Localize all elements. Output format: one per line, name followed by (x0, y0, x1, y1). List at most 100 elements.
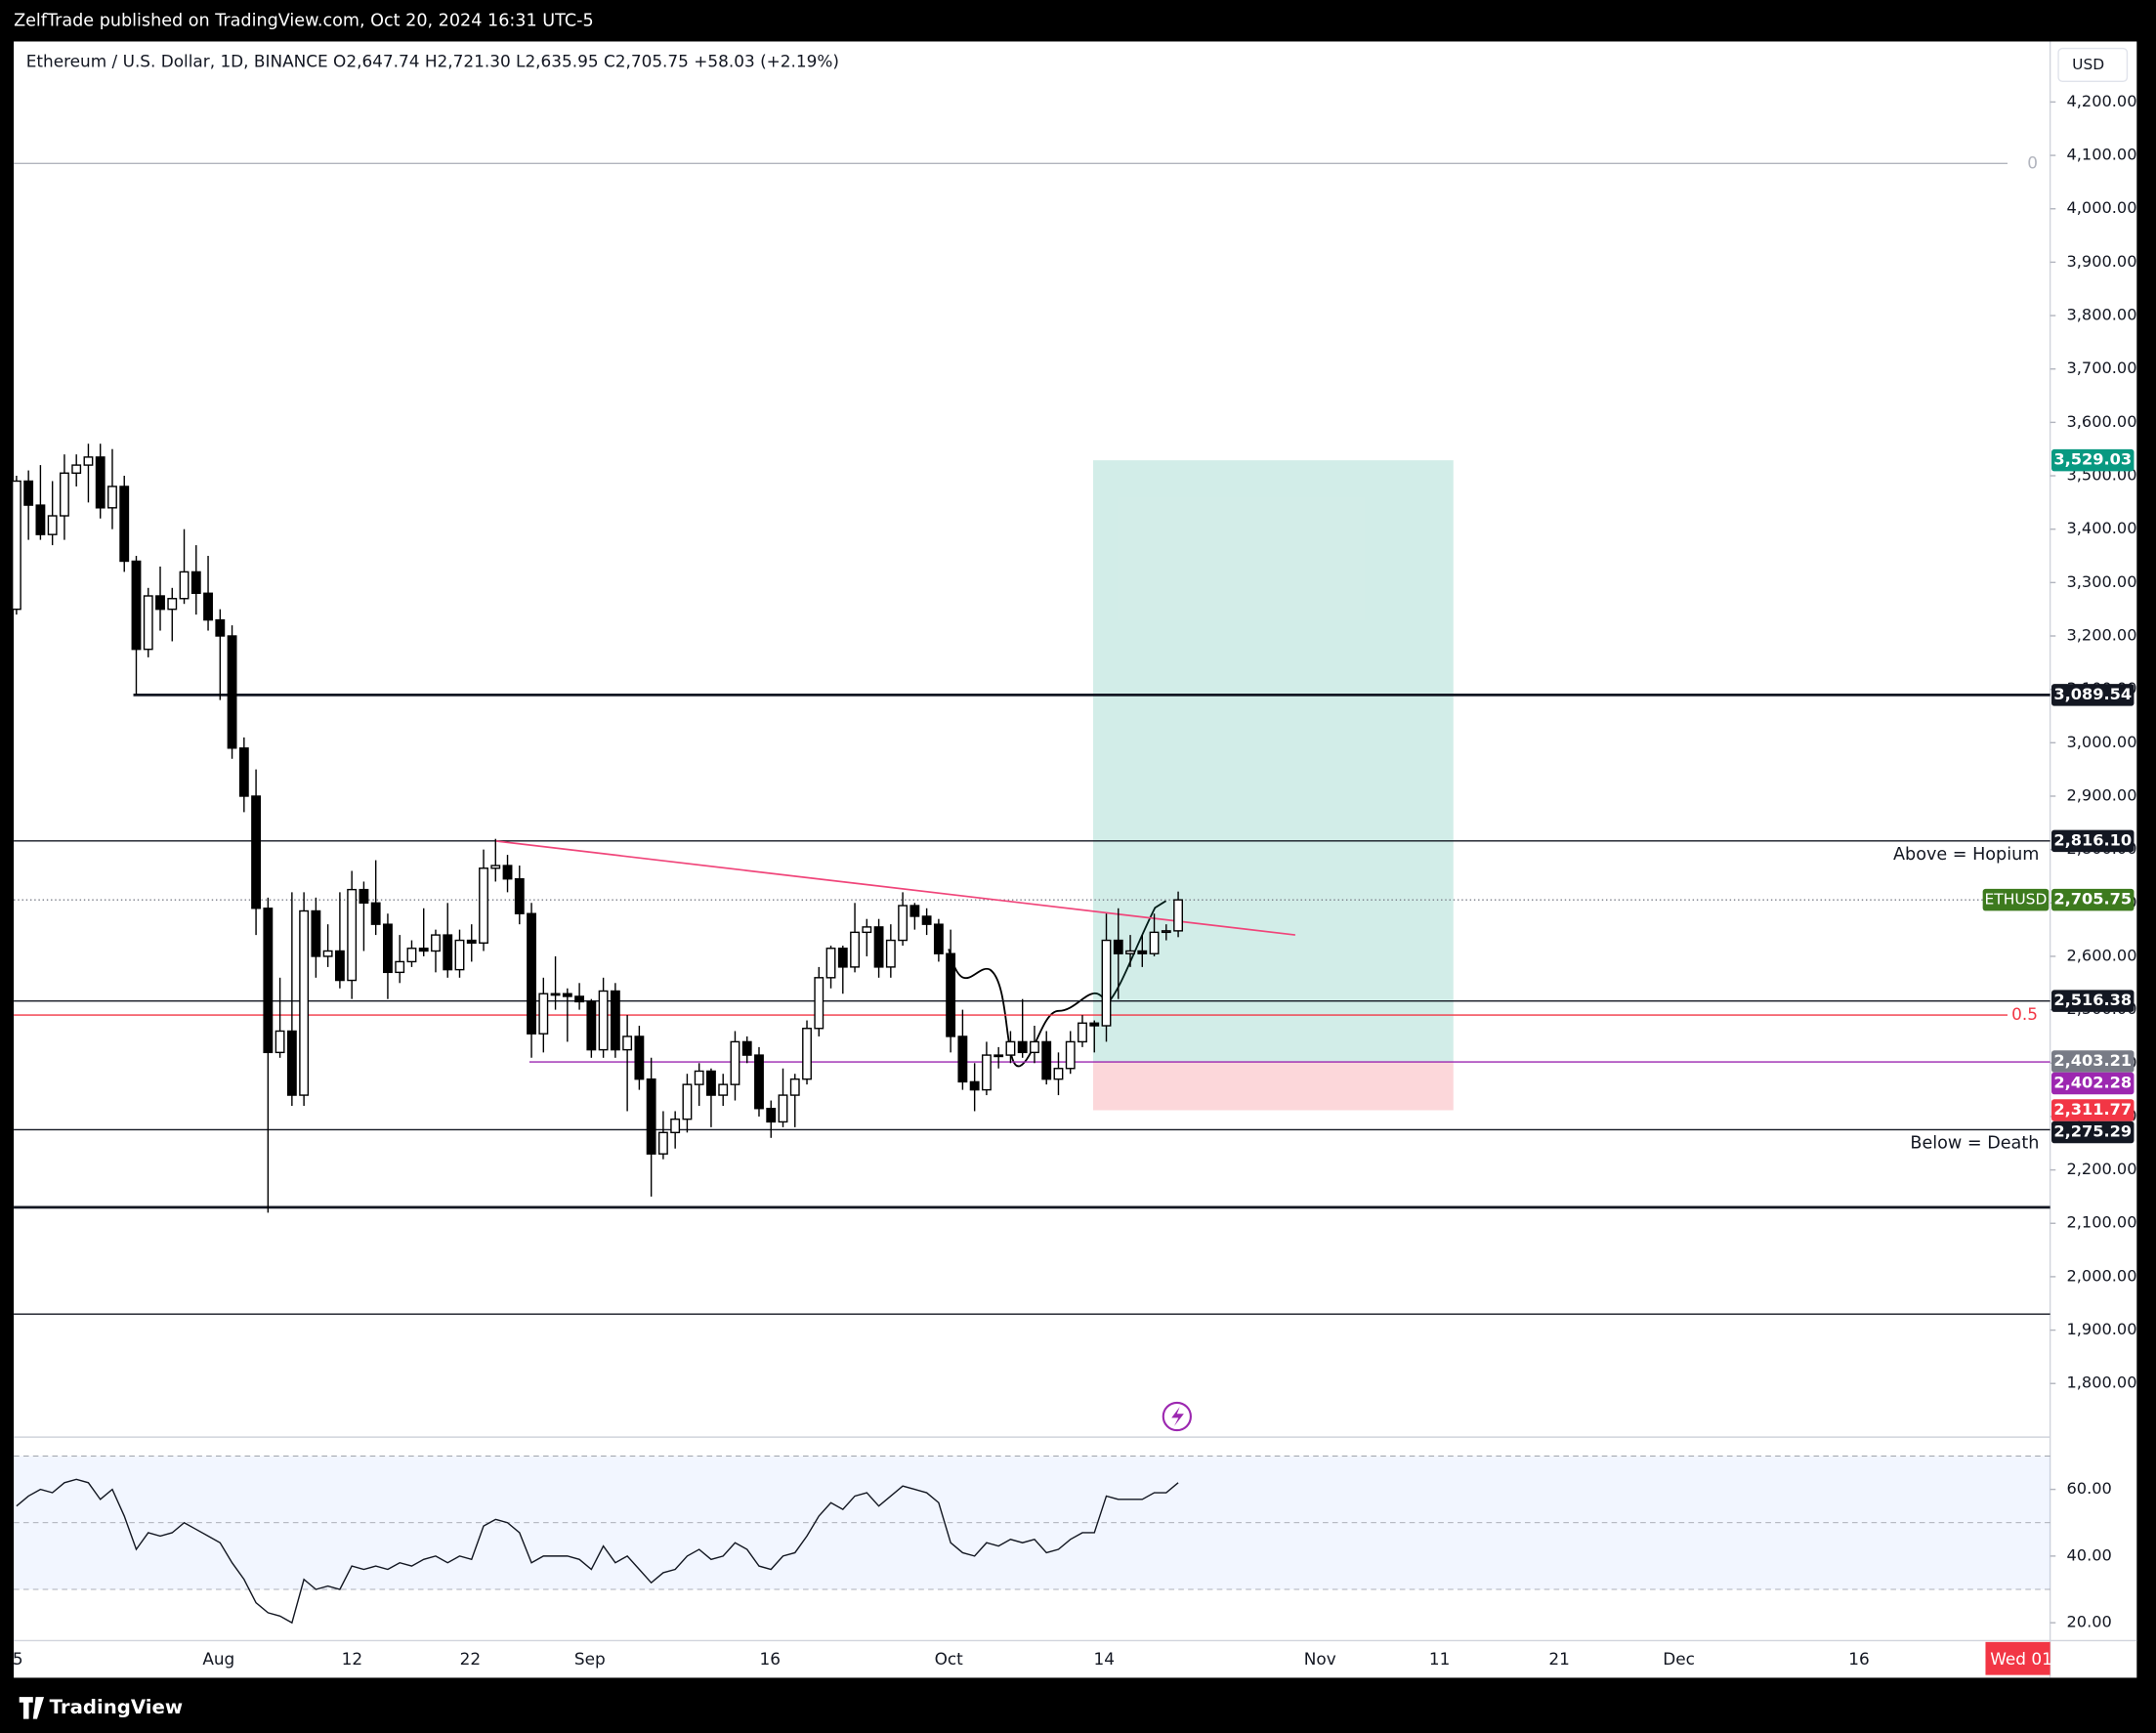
price-tag-label: 2,516.38 (2053, 991, 2132, 1009)
candle-body (825, 948, 836, 979)
candle-body (921, 915, 932, 925)
candle-body (514, 877, 525, 914)
candle-body (11, 480, 21, 611)
x-tick-label: 11 (1429, 1649, 1450, 1669)
y-tick-label: 3,700.00 (2067, 359, 2137, 377)
x-tick-label: 16 (1848, 1649, 1869, 1669)
price-tag-label: 2,402.28 (2053, 1074, 2132, 1092)
fib-label: 0 (2027, 152, 2038, 172)
candle-body (47, 515, 58, 535)
candle-body (418, 948, 429, 952)
price-tag (2051, 1072, 2135, 1095)
y-tick-label: 3,200.00 (2067, 626, 2137, 645)
candle-body (466, 939, 477, 944)
candle-body (322, 950, 333, 957)
candle-body (1041, 1040, 1052, 1080)
candle-body (766, 1108, 777, 1123)
currency-box[interactable] (2057, 47, 2129, 83)
candle-body (898, 905, 909, 942)
candle-body (682, 1083, 693, 1120)
price-tag-label: 2,403.21 (2053, 1051, 2132, 1070)
rsi-tick-label: 40.00 (2067, 1545, 2112, 1564)
y-tick-label: 3,300.00 (2067, 572, 2137, 591)
candle-body (981, 1054, 992, 1091)
price-tag-label: 3,089.54 (2053, 685, 2132, 703)
candle-body (1173, 899, 1183, 932)
x-tick-label: Wed 01 (1990, 1649, 2052, 1669)
candle-body (527, 912, 536, 1035)
y-tick-label: 2,600.00 (2067, 946, 2137, 964)
candle-body (574, 995, 585, 1003)
candle-body (873, 926, 884, 968)
symbol-tag-label: ETHUSD (1984, 891, 2047, 909)
x-tick-label: Sep (574, 1649, 606, 1669)
candle-body (1125, 950, 1135, 954)
candle-body (347, 888, 358, 982)
candle-body (957, 1036, 968, 1083)
y-tick-label: 2,200.00 (2067, 1160, 2137, 1178)
candle-body (946, 952, 956, 1037)
y-tick-label: 2,900.00 (2067, 785, 2137, 804)
price-tag-label: 2,816.10 (2053, 830, 2132, 849)
candle-body (131, 560, 142, 651)
y-tick-label: 4,200.00 (2067, 92, 2137, 110)
candle-body (479, 867, 488, 944)
annotation: Above = Hopium (1893, 845, 2039, 865)
candle-body (562, 993, 572, 997)
candle-body (837, 948, 848, 968)
y-tick-label: 3,800.00 (2067, 306, 2137, 324)
candle-body (610, 990, 620, 1051)
position-profit (1092, 460, 1454, 1062)
candle-body (778, 1094, 788, 1123)
x-label-highlight (1985, 1641, 2050, 1675)
logo (19, 1697, 45, 1719)
candle-body (1005, 1040, 1016, 1056)
candle-body (598, 990, 609, 1051)
price-tag (2051, 684, 2135, 706)
x-tick-label: 12 (342, 1649, 362, 1669)
position-loss (1092, 1061, 1454, 1111)
candle-body (789, 1078, 800, 1096)
candle-body (694, 1070, 704, 1085)
candle-body (730, 1040, 740, 1085)
candle-body (83, 456, 94, 466)
candle-body (634, 1036, 645, 1080)
event-bolt (1171, 1407, 1184, 1426)
candle-body (909, 905, 920, 917)
candle-body (203, 592, 213, 621)
candle-body (802, 1028, 812, 1080)
y-tick-label: 3,600.00 (2067, 412, 2137, 431)
candle-body (538, 993, 549, 1035)
candle-body (1113, 939, 1123, 954)
rsi-band (14, 1456, 2050, 1590)
candle-body (395, 960, 405, 974)
x-tick-label: Nov (1304, 1649, 1336, 1669)
y-tick-label: 3,400.00 (2067, 519, 2137, 537)
price-tag-label: 2,275.29 (2053, 1122, 2132, 1141)
candle-body (406, 948, 417, 963)
candle-body (490, 865, 501, 869)
candle-body (718, 1083, 729, 1096)
x-tick-label: 5 (13, 1649, 23, 1669)
candle-body (1017, 1040, 1028, 1054)
symbol-tag (1982, 888, 2050, 911)
y-tick-label: 3,900.00 (2067, 252, 2137, 271)
price-tag (2051, 448, 2135, 472)
candle-body (334, 950, 345, 982)
candle-body (251, 795, 262, 909)
candle-body (1089, 1022, 1100, 1027)
candle-body (741, 1040, 752, 1056)
candle-body (657, 1131, 668, 1155)
y-tick-label: 1,900.00 (2067, 1320, 2137, 1338)
candle-body (885, 939, 896, 968)
price-tag-label: 2,311.77 (2053, 1100, 2132, 1119)
candle-body (107, 486, 117, 509)
currency[interactable]: USD (2072, 56, 2104, 73)
candle-body (586, 1000, 597, 1051)
candle-body (1065, 1040, 1076, 1070)
candle-body (1149, 931, 1160, 954)
price-tag-label: 2,705.75 (2053, 890, 2132, 909)
y-tick-label: 4,100.00 (2067, 146, 2137, 164)
candle-body (993, 1054, 1004, 1058)
